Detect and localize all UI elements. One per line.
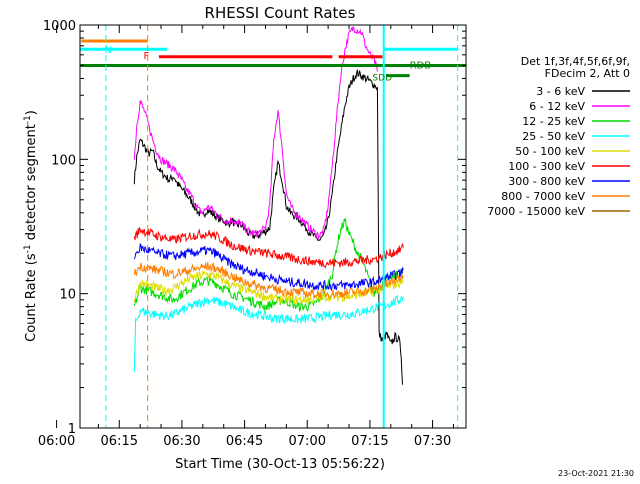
- x-tick-label-4: 07:00: [289, 434, 326, 449]
- y-tick-label-0: 1: [68, 422, 76, 437]
- legend-header-0: Det 1f,3f,4f,5f,6f,9f,: [521, 55, 630, 68]
- plot-area: NSFRDBSDD: [79, 24, 467, 429]
- footer-date: 23-Oct-2021 21:30: [558, 469, 634, 478]
- series-line-1: [133, 26, 378, 240]
- x-tick-label-1: 06:15: [101, 434, 138, 449]
- y-axis-ticks: 1 10 100 1000: [43, 19, 466, 437]
- legend-entry-label-2: 12 - 25 keV: [522, 115, 585, 128]
- series-line-6: [133, 243, 404, 292]
- legend-entry-label-0: 3 - 6 keV: [536, 85, 585, 98]
- series-line-4: [133, 269, 404, 306]
- legend-header-1: FDecim 2, Att 0: [545, 67, 630, 80]
- rdb-label: RDB: [410, 60, 432, 71]
- legend: Det 1f,3f,4f,5f,6f,9f,FDecim 2, Att 0 3 -…: [487, 55, 630, 218]
- legend-entry-label-1: 6 - 12 keV: [529, 100, 585, 113]
- series-line-0: [133, 69, 403, 385]
- x-tick-label-5: 07:15: [351, 434, 388, 449]
- legend-entry-label-5: 100 - 300 keV: [508, 160, 585, 173]
- x-tick-label-2: 06:30: [163, 434, 200, 449]
- legend-entry-label-8: 7000 - 15000 keV: [487, 205, 585, 218]
- series-line-5: [133, 227, 404, 269]
- legend-entry-label-4: 50 - 100 keV: [515, 145, 585, 158]
- series-line-3: [133, 294, 404, 372]
- legend-entry-label-6: 300 - 800 keV: [508, 175, 585, 188]
- series-line-2: [133, 218, 404, 313]
- x-tick-label-0: 06:00: [38, 434, 75, 449]
- x-tick-label-6: 07:30: [414, 434, 451, 449]
- y-tick-label-2: 100: [51, 153, 76, 168]
- x-axis-label: Start Time (30-Oct-13 05:56:22): [175, 457, 385, 472]
- chart-title: RHESSI Count Rates: [205, 4, 356, 22]
- sdd-label: SDD: [372, 73, 392, 83]
- series-line-7: [133, 261, 404, 300]
- flare-label: F: [143, 51, 149, 62]
- night-label: N: [105, 45, 112, 56]
- legend-entry-label-3: 25 - 50 keV: [522, 130, 585, 143]
- plot-content: NSFRDBSDD: [80, 25, 466, 428]
- plot-frame: [79, 24, 467, 429]
- y-tick-label-3: 1000: [43, 19, 76, 34]
- y-tick-label-1: 10: [59, 288, 76, 303]
- y-axis-label: Count Rate (s-1 detector segment-1): [23, 110, 39, 342]
- x-tick-label-3: 06:45: [226, 434, 263, 449]
- x-axis-ticks: 06:00 06:15 06:30 06:45 07:00 07:15 07:30: [38, 25, 454, 449]
- legend-entry-label-7: 800 - 7000 keV: [501, 190, 585, 203]
